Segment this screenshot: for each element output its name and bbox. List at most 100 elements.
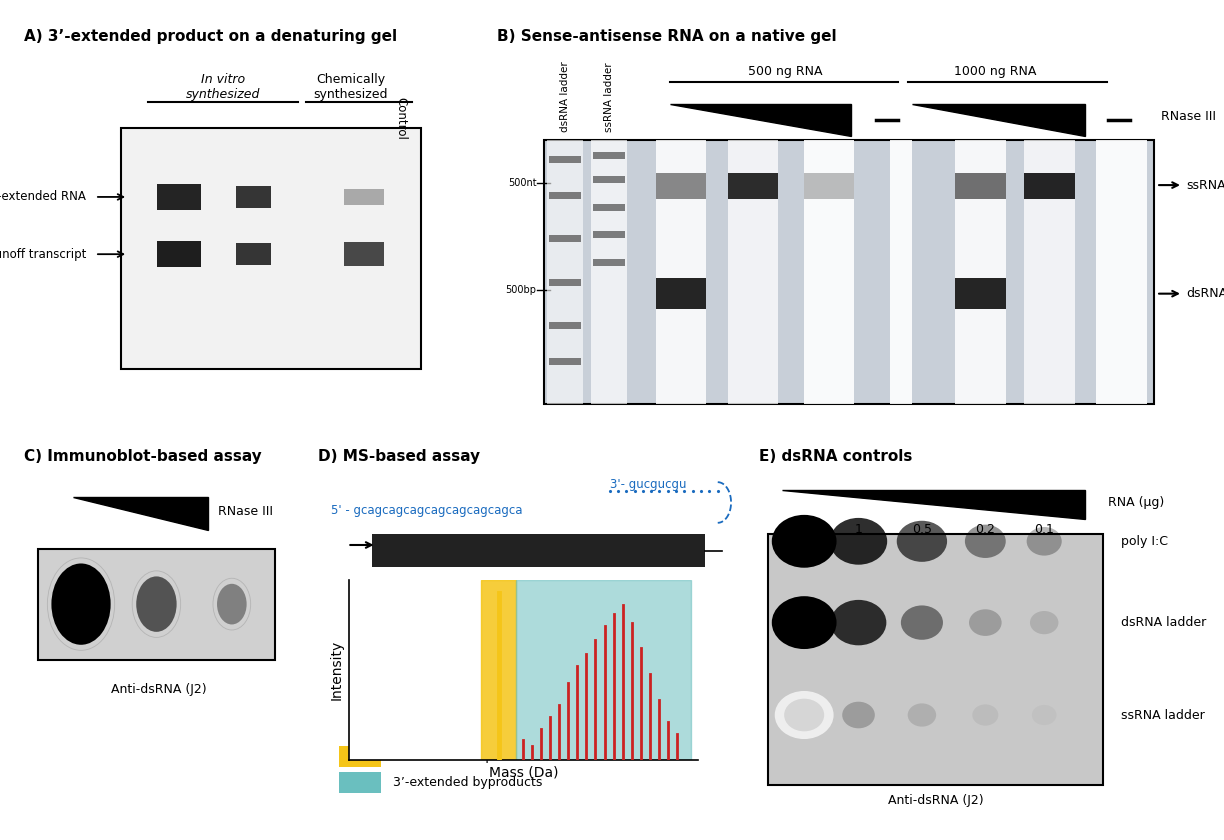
Text: RNase III: RNase III	[218, 505, 273, 518]
Text: C) Immunoblot-based assay: C) Immunoblot-based assay	[24, 449, 262, 464]
Bar	[728, 139, 778, 404]
Bar	[956, 278, 1006, 309]
Bar	[728, 173, 778, 199]
Circle shape	[772, 596, 836, 649]
Text: dsRNA: dsRNA	[1186, 287, 1224, 300]
Text: D) MS-based assay: D) MS-based assay	[318, 449, 480, 464]
Point	[530, 178, 545, 188]
Bar	[236, 186, 272, 207]
Bar	[592, 259, 624, 266]
Polygon shape	[73, 497, 208, 530]
Bar	[547, 139, 584, 404]
Point	[542, 285, 557, 295]
Bar	[592, 176, 624, 183]
Bar	[1097, 139, 1147, 404]
Bar	[548, 279, 580, 286]
Bar	[548, 322, 580, 329]
Circle shape	[969, 609, 1001, 636]
Bar	[591, 139, 627, 404]
Text: ssRNA ladder: ssRNA ladder	[1121, 708, 1204, 722]
Circle shape	[1029, 611, 1059, 634]
Bar	[956, 139, 1006, 404]
Point	[530, 285, 545, 295]
Text: ssRNA ladder: ssRNA ladder	[603, 62, 613, 132]
Point	[542, 178, 557, 188]
Bar	[1024, 173, 1075, 199]
X-axis label: Mass (Da): Mass (Da)	[488, 766, 558, 780]
Bar	[481, 580, 517, 760]
Bar	[956, 173, 1006, 199]
Bar	[1024, 139, 1075, 404]
Bar	[157, 184, 201, 210]
Bar	[804, 139, 854, 404]
Circle shape	[775, 691, 834, 739]
Point	[290, 97, 305, 108]
Text: 3'- gucgucgu: 3'- gucgucgu	[610, 479, 685, 491]
Text: 1: 1	[854, 522, 863, 536]
Polygon shape	[912, 104, 1086, 136]
Point	[890, 77, 905, 87]
Circle shape	[908, 703, 936, 727]
Bar	[656, 278, 706, 309]
Text: E) dsRNA controls: E) dsRNA controls	[759, 449, 912, 464]
Text: poly I:C: poly I:C	[1121, 535, 1168, 548]
Circle shape	[901, 606, 942, 640]
Bar	[592, 203, 624, 211]
Bar	[38, 549, 275, 659]
Text: Anti-dsRNA (J2): Anti-dsRNA (J2)	[887, 795, 983, 807]
Text: ssRNA: ssRNA	[1186, 179, 1224, 192]
Text: 500bp: 500bp	[506, 285, 536, 295]
Text: Control: Control	[394, 97, 408, 139]
Text: 0.2: 0.2	[976, 522, 995, 536]
Text: 3’-extended byproducts: 3’-extended byproducts	[393, 776, 542, 789]
Point	[698, 545, 712, 555]
Text: 0.5: 0.5	[912, 522, 931, 536]
Circle shape	[965, 525, 1006, 558]
Point	[715, 545, 730, 555]
Text: RNA (μg): RNA (μg)	[1108, 496, 1164, 509]
Text: RNase III: RNase III	[1162, 109, 1217, 123]
Text: A) 3’-extended product on a denaturing gel: A) 3’-extended product on a denaturing g…	[24, 29, 398, 45]
Bar	[372, 534, 705, 567]
Text: Anti-dsRNA (J2): Anti-dsRNA (J2)	[111, 683, 207, 696]
Bar	[548, 235, 580, 242]
Point	[299, 97, 313, 108]
Text: 500nt: 500nt	[508, 178, 536, 188]
Point	[663, 77, 678, 87]
Text: Runoff transcript: Runoff transcript	[393, 750, 498, 764]
Bar	[517, 580, 690, 760]
Text: Chemically
synthesized: Chemically synthesized	[313, 72, 388, 101]
Bar	[767, 534, 1103, 785]
Text: 2: 2	[800, 522, 808, 536]
Bar	[344, 242, 383, 266]
Bar	[543, 139, 1154, 404]
Circle shape	[972, 705, 999, 726]
Circle shape	[897, 521, 947, 562]
Text: In vitro
synthesized: In vitro synthesized	[186, 72, 259, 101]
Text: 3’-extended RNA: 3’-extended RNA	[0, 191, 86, 203]
Circle shape	[772, 515, 836, 568]
Circle shape	[830, 518, 887, 564]
Circle shape	[136, 576, 176, 632]
Bar	[121, 128, 421, 369]
Polygon shape	[671, 104, 851, 136]
Point	[1099, 77, 1114, 87]
Text: B) Sense-antisense RNA on a native gel: B) Sense-antisense RNA on a native gel	[497, 29, 836, 45]
Bar	[236, 244, 272, 265]
Text: Runoff transcript: Runoff transcript	[0, 248, 86, 260]
Point	[901, 77, 916, 87]
Text: 0.1: 0.1	[1034, 522, 1054, 536]
Text: dsRNA ladder: dsRNA ladder	[561, 61, 570, 132]
Bar	[344, 189, 383, 205]
Bar	[157, 241, 201, 267]
Circle shape	[1027, 527, 1061, 555]
Bar	[339, 747, 381, 767]
Bar	[656, 173, 706, 199]
Text: 1000 ng RNA: 1000 ng RNA	[953, 65, 1037, 77]
Circle shape	[785, 699, 824, 732]
Circle shape	[831, 600, 886, 645]
Bar	[656, 139, 706, 404]
Bar	[890, 139, 912, 404]
Polygon shape	[782, 490, 1084, 519]
Point	[141, 97, 155, 108]
